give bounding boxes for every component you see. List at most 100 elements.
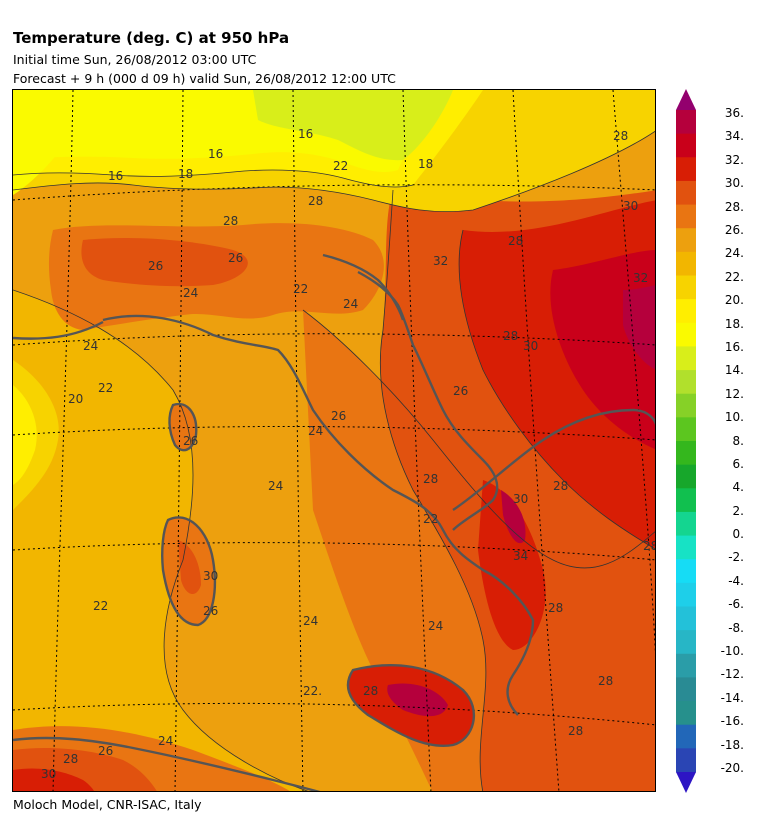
- colorbar-tick-label: -4.: [728, 573, 744, 588]
- temperature-colorbar: [676, 89, 696, 793]
- contour-label: 22.: [303, 684, 322, 698]
- colorbar-bin: [676, 606, 696, 631]
- colorbar-tick-label: 8.: [732, 433, 744, 448]
- contour-label: 28: [223, 214, 238, 228]
- colorbar-tick-label: 14.: [724, 363, 744, 378]
- contour-label: 24: [183, 286, 198, 300]
- initial-time-label: Initial time Sun, 26/08/2012 03:00 UTC: [13, 52, 257, 67]
- contour-label: 28: [643, 539, 656, 553]
- colorbar-bin: [676, 441, 696, 466]
- contour-label: 26: [453, 384, 468, 398]
- contour-label: 18: [178, 167, 193, 181]
- colorbar-bin: [676, 275, 696, 300]
- colorbar-bin: [676, 346, 696, 371]
- temp-field-26-corsica: [169, 404, 197, 451]
- colorbar-bin: [676, 228, 696, 253]
- colorbar-tick-label: -6.: [728, 597, 744, 612]
- model-credit: Moloch Model, CNR-ISAC, Italy: [13, 797, 202, 812]
- colorbar-tick-label: 2.: [732, 503, 744, 518]
- temp-field-28-sardinia: [178, 540, 201, 595]
- temp-field-34-east: [623, 285, 655, 370]
- contour-label: 16: [108, 169, 123, 183]
- colorbar-bin: [676, 748, 696, 773]
- colorbar-bin: [676, 204, 696, 229]
- contour-label: 30: [203, 569, 218, 583]
- colorbar-bin: [676, 322, 696, 347]
- contour-label: 26: [98, 744, 113, 758]
- contour-label: 28: [553, 479, 568, 493]
- colorbar-bin: [676, 535, 696, 560]
- colorbar-bin: [676, 157, 696, 182]
- colorbar-bin: [676, 251, 696, 276]
- contour-label: 34: [513, 549, 528, 563]
- contour-label: 16: [208, 147, 223, 161]
- contour-label: 24: [308, 424, 323, 438]
- temp-field-34-calabria: [501, 490, 526, 544]
- colorbar-bin: [676, 133, 696, 158]
- contour-label: 32: [433, 254, 448, 268]
- colorbar-bin: [676, 180, 696, 206]
- colorbar-tick-label: 30.: [724, 176, 744, 191]
- contour-label: 28: [63, 752, 78, 766]
- temperature-map: 16 16 16 22 18 18 28 28 26 26 24 24 22 2…: [12, 89, 656, 792]
- colorbar-tick-label: 18.: [724, 316, 744, 331]
- colorbar-tick-label: 0.: [732, 527, 744, 542]
- forecast-valid-label: Forecast + 9 h (000 d 09 h) valid Sun, 2…: [13, 71, 396, 86]
- contour-label: 20: [68, 392, 83, 406]
- temp-field-16-west: [13, 90, 93, 195]
- colorbar-tick-label: 4.: [732, 480, 744, 495]
- temp-field-18-west: [13, 385, 37, 485]
- contour-label: 16: [298, 127, 313, 141]
- contour-label: 22: [98, 381, 113, 395]
- contour-label: 28: [548, 601, 563, 615]
- contour-label: 18: [418, 157, 433, 171]
- colorbar-tick-label: 12.: [724, 386, 744, 401]
- colorbar-bin: [676, 630, 696, 655]
- contour-label: 24: [303, 614, 318, 628]
- temp-field-30-calabria: [478, 480, 546, 650]
- chart-title: Temperature (deg. C) at 950 hPa: [13, 29, 290, 47]
- contour-label: 26: [331, 409, 346, 423]
- contour-label: 28: [508, 234, 523, 248]
- colorbar-tick-label: -18.: [720, 737, 744, 752]
- contour-label: 28: [363, 684, 378, 698]
- colorbar-tick-label: 24.: [724, 246, 744, 261]
- colorbar-tick-label: 16.: [724, 339, 744, 354]
- colorbar-tick-label: 6.: [732, 456, 744, 471]
- colorbar-bin: [676, 299, 696, 324]
- colorbar-bin: [676, 488, 696, 513]
- colorbar-tick-label: 10.: [724, 410, 744, 425]
- colorbar-bin: [676, 370, 696, 395]
- colorbar-tick-label: -10.: [720, 644, 744, 659]
- contour-label: 30: [41, 767, 56, 781]
- contour-label: 22: [423, 512, 438, 526]
- colorbar-bin: [676, 417, 696, 442]
- contour-label: 22: [293, 282, 308, 296]
- contour-label: 32: [633, 271, 648, 285]
- colorbar-tick-label: -14.: [720, 690, 744, 705]
- colorbar-bin: [676, 464, 696, 489]
- contour-label: 28: [598, 674, 613, 688]
- contour-label: 26: [148, 259, 163, 273]
- contour-label: 26: [183, 434, 198, 448]
- colorbar-tick-label: 26.: [724, 222, 744, 237]
- contour-label: 30: [513, 492, 528, 506]
- contour-label: 28: [613, 129, 628, 143]
- contour-label: 26: [203, 604, 218, 618]
- colorbar-tick-label: -8.: [728, 620, 744, 635]
- temp-field-14-alps: [253, 90, 453, 161]
- colorbar-tick-label: -20.: [720, 761, 744, 775]
- contour-label: 30: [623, 199, 638, 213]
- colorbar-bin: [676, 677, 696, 702]
- colorbar-tick-label: 36.: [724, 106, 744, 120]
- colorbar-cap-top: [676, 89, 696, 110]
- colorbar-bin: [676, 724, 696, 749]
- contour-label: 28: [503, 329, 518, 343]
- temp-field-28-north: [81, 238, 248, 287]
- colorbar-tick-label: 32.: [724, 152, 744, 167]
- contour-label: 24: [268, 479, 283, 493]
- colorbar-tick-label: 28.: [724, 199, 744, 214]
- colorbar-bin: [676, 653, 696, 678]
- contour-label: 28: [423, 472, 438, 486]
- contour-label: 24: [83, 339, 98, 353]
